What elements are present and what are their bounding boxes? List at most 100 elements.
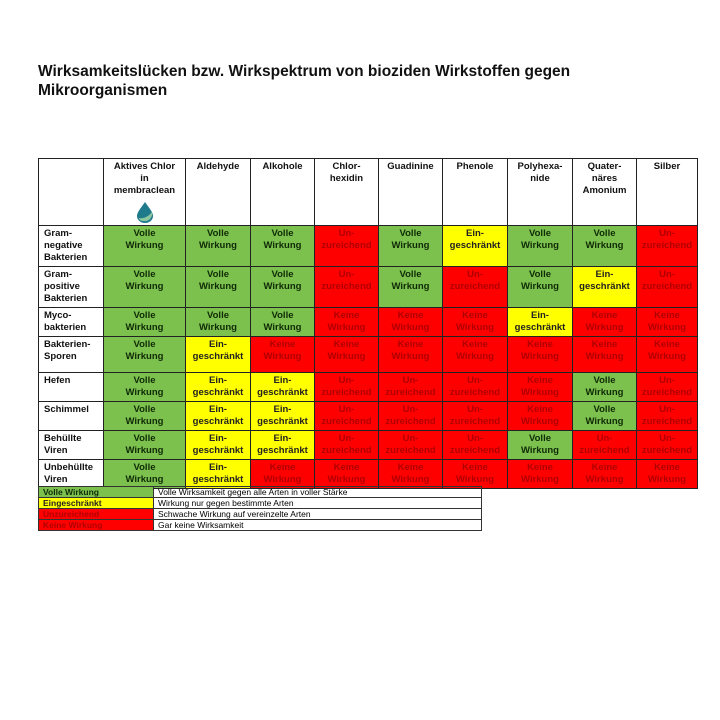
status-text: Wirkung (327, 351, 366, 362)
status-cell: Keine Wirkung (507, 401, 573, 431)
efficacy-table: Aktives Chlor in membraclean Aldehyde Alkoho… (38, 158, 698, 489)
status-text: Volle (207, 228, 229, 239)
status-text: Wirkung (585, 474, 624, 485)
status-text: Volle (133, 375, 156, 386)
status-text: Wirkung (391, 351, 430, 362)
row-header: Gram-positive Bakterien (38, 266, 104, 308)
status-text: Wirkung (125, 474, 164, 485)
status-text: Volle (133, 433, 156, 444)
status-text: Keine (527, 375, 553, 386)
status-text: Wirkung (521, 474, 559, 485)
status-text: zureichend (449, 281, 501, 292)
status-text: Keine (269, 462, 296, 473)
status-cell: Ein-geschränkt (250, 372, 315, 402)
status-cell: Un-zureichend (636, 401, 698, 431)
row-header-label: Behüllte (44, 433, 82, 444)
row-header: Schimmel (38, 401, 104, 431)
status-cell: Un-zureichend (442, 372, 508, 402)
status-text: Keine (462, 339, 488, 350)
status-cell: Un-zureichend (378, 430, 443, 460)
status-text: Keine (527, 339, 553, 350)
status-cell: Ein-geschränkt (185, 372, 251, 402)
status-text: Volle (593, 228, 616, 239)
row-header: Myco-bakterien (38, 307, 104, 337)
status-text: Wirkung (125, 322, 164, 333)
status-text: Wirkung (263, 351, 302, 362)
status-cell: Keine Wirkung (442, 307, 508, 337)
column-header-label: näres (591, 173, 618, 184)
status-cell: Keine Wirkung (572, 307, 637, 337)
status-cell: Un-zureichend (636, 430, 698, 460)
status-text: Keine (397, 310, 424, 321)
page-title: Wirksamkeitslücken bzw. Wirkspektrum von… (38, 63, 571, 99)
status-text: Wirkung (327, 322, 366, 333)
status-cell: Keine Wirkung (250, 336, 315, 373)
status-text: Ein- (531, 310, 549, 321)
status-text: Wirkung (263, 240, 302, 251)
status-cell: Un-zureichend (636, 372, 698, 402)
status-cell: Keine Wirkung (572, 336, 637, 373)
legend-row: Keine Wirkung Gar keine Wirksamkeit (38, 519, 482, 531)
column-header-label: Silber (653, 161, 681, 172)
status-text: geschränkt (449, 240, 501, 251)
status-text: Wirkung (391, 281, 430, 292)
status-cell: Volle Wirkung (572, 225, 637, 267)
status-text: geschränkt (192, 387, 244, 398)
status-text: Un- (659, 375, 675, 386)
status-text: Wirkung (391, 322, 430, 333)
status-text: Un- (659, 269, 675, 280)
column-header-label: hexidin (329, 173, 364, 184)
status-text: Un- (596, 433, 613, 444)
status-text: Keine (333, 310, 360, 321)
row-header-label: Hefen (44, 375, 71, 386)
status-text: Ein- (209, 375, 227, 386)
status-cell: Volle Wirkung (185, 225, 251, 267)
status-text: Volle (133, 269, 156, 280)
status-text: Un- (338, 375, 355, 386)
status-text: Wirkung (521, 240, 559, 251)
status-text: Wirkung (521, 281, 559, 292)
status-text: Keine (269, 339, 296, 350)
status-cell: Ein-geschränkt (572, 266, 637, 308)
status-text: zureichend (449, 445, 501, 456)
status-text: Volle (133, 228, 156, 239)
legend-description: Wirkung nur gegen bestimmte Arten (153, 497, 482, 509)
status-text: Wirkung (456, 351, 494, 362)
status-text: Keine (591, 462, 618, 473)
status-text: Keine (397, 339, 424, 350)
status-text: Wirkung (263, 281, 302, 292)
table-row: Unbehüllte Viren Volle Wirkung Ein-geschränk… (38, 459, 698, 489)
status-cell: Un-zureichend (442, 266, 508, 308)
status-cell: Un-zureichend (572, 430, 637, 460)
status-text: Wirkung (585, 240, 624, 251)
status-text: Volle (133, 310, 156, 321)
status-text: geschränkt (192, 416, 244, 427)
status-text: Un- (338, 433, 355, 444)
status-text: Volle (399, 228, 422, 239)
status-cell: Un-zureichend (442, 430, 508, 460)
status-cell: Keine Wirkung (314, 459, 379, 489)
column-header-label: Alkohole (262, 161, 303, 172)
status-text: Keine (654, 310, 680, 321)
status-text: geschränkt (192, 474, 244, 485)
status-text: geschränkt (514, 322, 566, 333)
row-header-label: negative (44, 240, 83, 251)
status-cell: Ein-geschränkt (185, 401, 251, 431)
status-cell: Ein-geschränkt (250, 430, 315, 460)
status-cell: Volle Wirkung (507, 225, 573, 267)
status-text: Wirkung (125, 445, 164, 456)
column-header: Silber (636, 158, 698, 226)
status-text: zureichend (385, 445, 436, 456)
row-header: Bakterien- Sporen (38, 336, 104, 373)
status-text: Volle (271, 228, 294, 239)
status-text: geschränkt (579, 281, 630, 292)
status-cell: Keine Wirkung (250, 459, 315, 489)
status-text: Keine (654, 462, 680, 473)
status-text: Ein- (209, 339, 227, 350)
status-text: Wirkung (391, 474, 430, 485)
status-text: geschränkt (257, 387, 308, 398)
row-header: Hefen (38, 372, 104, 402)
status-text: Un- (659, 228, 675, 239)
status-text: zureichend (321, 416, 372, 427)
status-text: zureichend (385, 416, 436, 427)
